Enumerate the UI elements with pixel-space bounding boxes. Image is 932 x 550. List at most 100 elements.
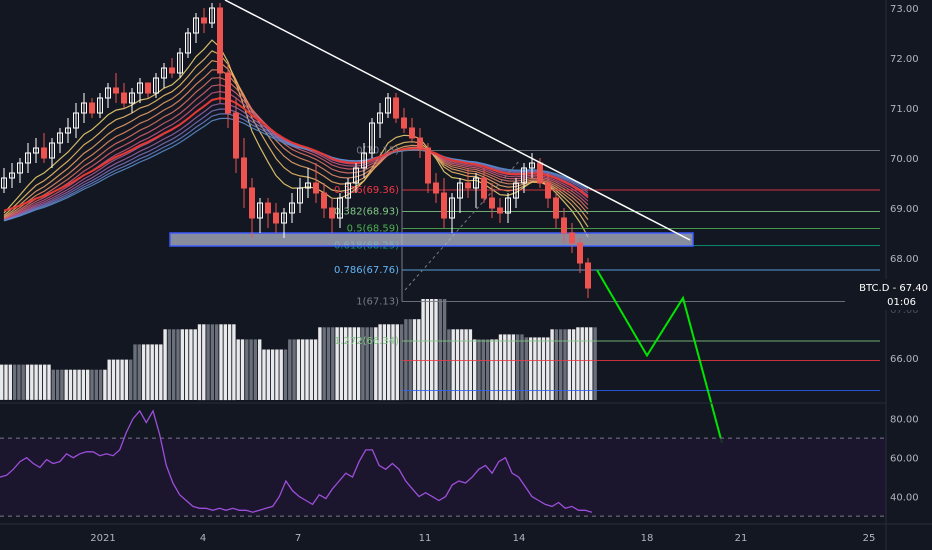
volume-bar: [344, 327, 348, 400]
volume-bar: [589, 327, 593, 400]
candle-body: [281, 212, 287, 224]
candle-body: [249, 187, 255, 219]
fib-level-label: 0.236(69.36): [334, 185, 399, 196]
volume-bar: [64, 369, 68, 400]
candle-body: [17, 162, 23, 174]
trendline[interactable]: [224, 0, 691, 241]
volume-bar: [399, 324, 404, 401]
volume-bar: [326, 327, 331, 400]
volume-bar: [451, 329, 455, 400]
ema-line-10: [3, 108, 589, 222]
volume-bar: [38, 364, 43, 400]
volume-bar: [498, 334, 503, 401]
candle-body: [129, 92, 135, 104]
volume-bar: [116, 359, 120, 400]
candle-body: [345, 182, 351, 199]
time-axis[interactable]: 2021 4 7 11 14 18 21 25: [90, 533, 875, 544]
candle-body: [97, 97, 103, 114]
volume-bar: [137, 344, 141, 400]
volume-bar: [193, 329, 197, 400]
candle-body: [417, 137, 423, 149]
projection-polyline[interactable]: [596, 269, 723, 444]
fib-level-label: 1.272(66.34): [334, 336, 399, 347]
volume-bar: [47, 364, 51, 400]
candle-body: [489, 197, 495, 209]
volume-bar: [270, 349, 275, 400]
candle-body: [217, 7, 223, 74]
candle-body: [321, 192, 327, 209]
candle-body: [369, 122, 375, 154]
volume-bar: [374, 327, 378, 400]
price-axis[interactable]: 73.00 72.00 71.00 70.00 69.00 68.00 66.00 67.00…: [890, 4, 919, 504]
descending-trendline[interactable]: [224, 0, 691, 241]
time-tick-label: 18: [641, 533, 654, 544]
volume-bar: [258, 339, 262, 400]
ema-line-1: [3, 39, 589, 238]
candle-body: [73, 112, 79, 129]
projection-path[interactable]: [596, 269, 723, 444]
volume-bar: [537, 337, 541, 400]
volume-bar: [34, 364, 38, 400]
volume-bar: [404, 319, 408, 400]
rsi-tick-label: 40.00: [890, 493, 919, 504]
volume-bar: [378, 324, 382, 401]
volume-bar: [369, 327, 374, 400]
volume-bar: [146, 344, 150, 400]
volume-bar: [180, 329, 184, 400]
volume-bar: [554, 329, 559, 400]
volume-bar: [494, 339, 498, 400]
volume-bar: [576, 327, 580, 400]
volume-bar: [167, 329, 172, 400]
candle-body: [257, 202, 263, 219]
volume-bar: [90, 369, 94, 400]
volume-bar: [331, 327, 335, 400]
ema-slow-line: [3, 97, 589, 212]
time-tick-label: 14: [513, 533, 526, 544]
volume-bar: [430, 299, 434, 400]
candle-body: [561, 217, 567, 234]
ema-line-11: [3, 113, 589, 222]
volume-bar: [141, 344, 146, 400]
support-zone-rect[interactable]: [169, 232, 694, 247]
volume-bar: [550, 329, 554, 400]
candle-body: [505, 197, 511, 214]
volume-bar: [240, 339, 245, 400]
volume-bar: [25, 364, 30, 400]
volume-bar: [150, 344, 154, 400]
volume-bar: [442, 299, 447, 400]
ema-line-12: [3, 117, 589, 222]
volume-bar: [584, 327, 589, 400]
volume-bar: [305, 339, 309, 400]
last-price-badge: BTC.D - 67.40 01:06: [845, 279, 932, 310]
candle-body: [329, 207, 335, 219]
volume-bar: [202, 324, 206, 401]
badge-countdown: 01:06: [887, 297, 916, 308]
candle-body: [433, 182, 439, 194]
volume-bar: [227, 324, 232, 401]
candle-body: [9, 172, 15, 179]
candle-body: [569, 232, 575, 244]
volume-bar: [206, 324, 210, 401]
candle-body: [89, 102, 95, 114]
volume-bar: [567, 329, 571, 400]
volume-bar: [412, 319, 417, 400]
rsi-pane: [0, 409, 886, 517]
volume-bar: [68, 369, 73, 400]
volume-bar: [571, 329, 576, 400]
support-zone[interactable]: [169, 232, 694, 247]
volume-bar: [460, 329, 464, 400]
candle-body: [265, 202, 271, 214]
volume-bar: [425, 299, 430, 400]
volume-bar: [94, 369, 98, 400]
price-tick-label: 73.00: [890, 4, 919, 15]
price-tick-label-hidden: 67.00: [890, 305, 919, 316]
price-tick-label: 71.00: [890, 104, 919, 115]
volume-bar: [563, 329, 567, 400]
volume-bar: [417, 319, 421, 400]
volume-bar: [279, 349, 283, 400]
candle-body: [153, 77, 159, 94]
candlestick-series: [1, 3, 591, 298]
volume-bar: [154, 344, 159, 400]
candle-body: [137, 82, 143, 94]
